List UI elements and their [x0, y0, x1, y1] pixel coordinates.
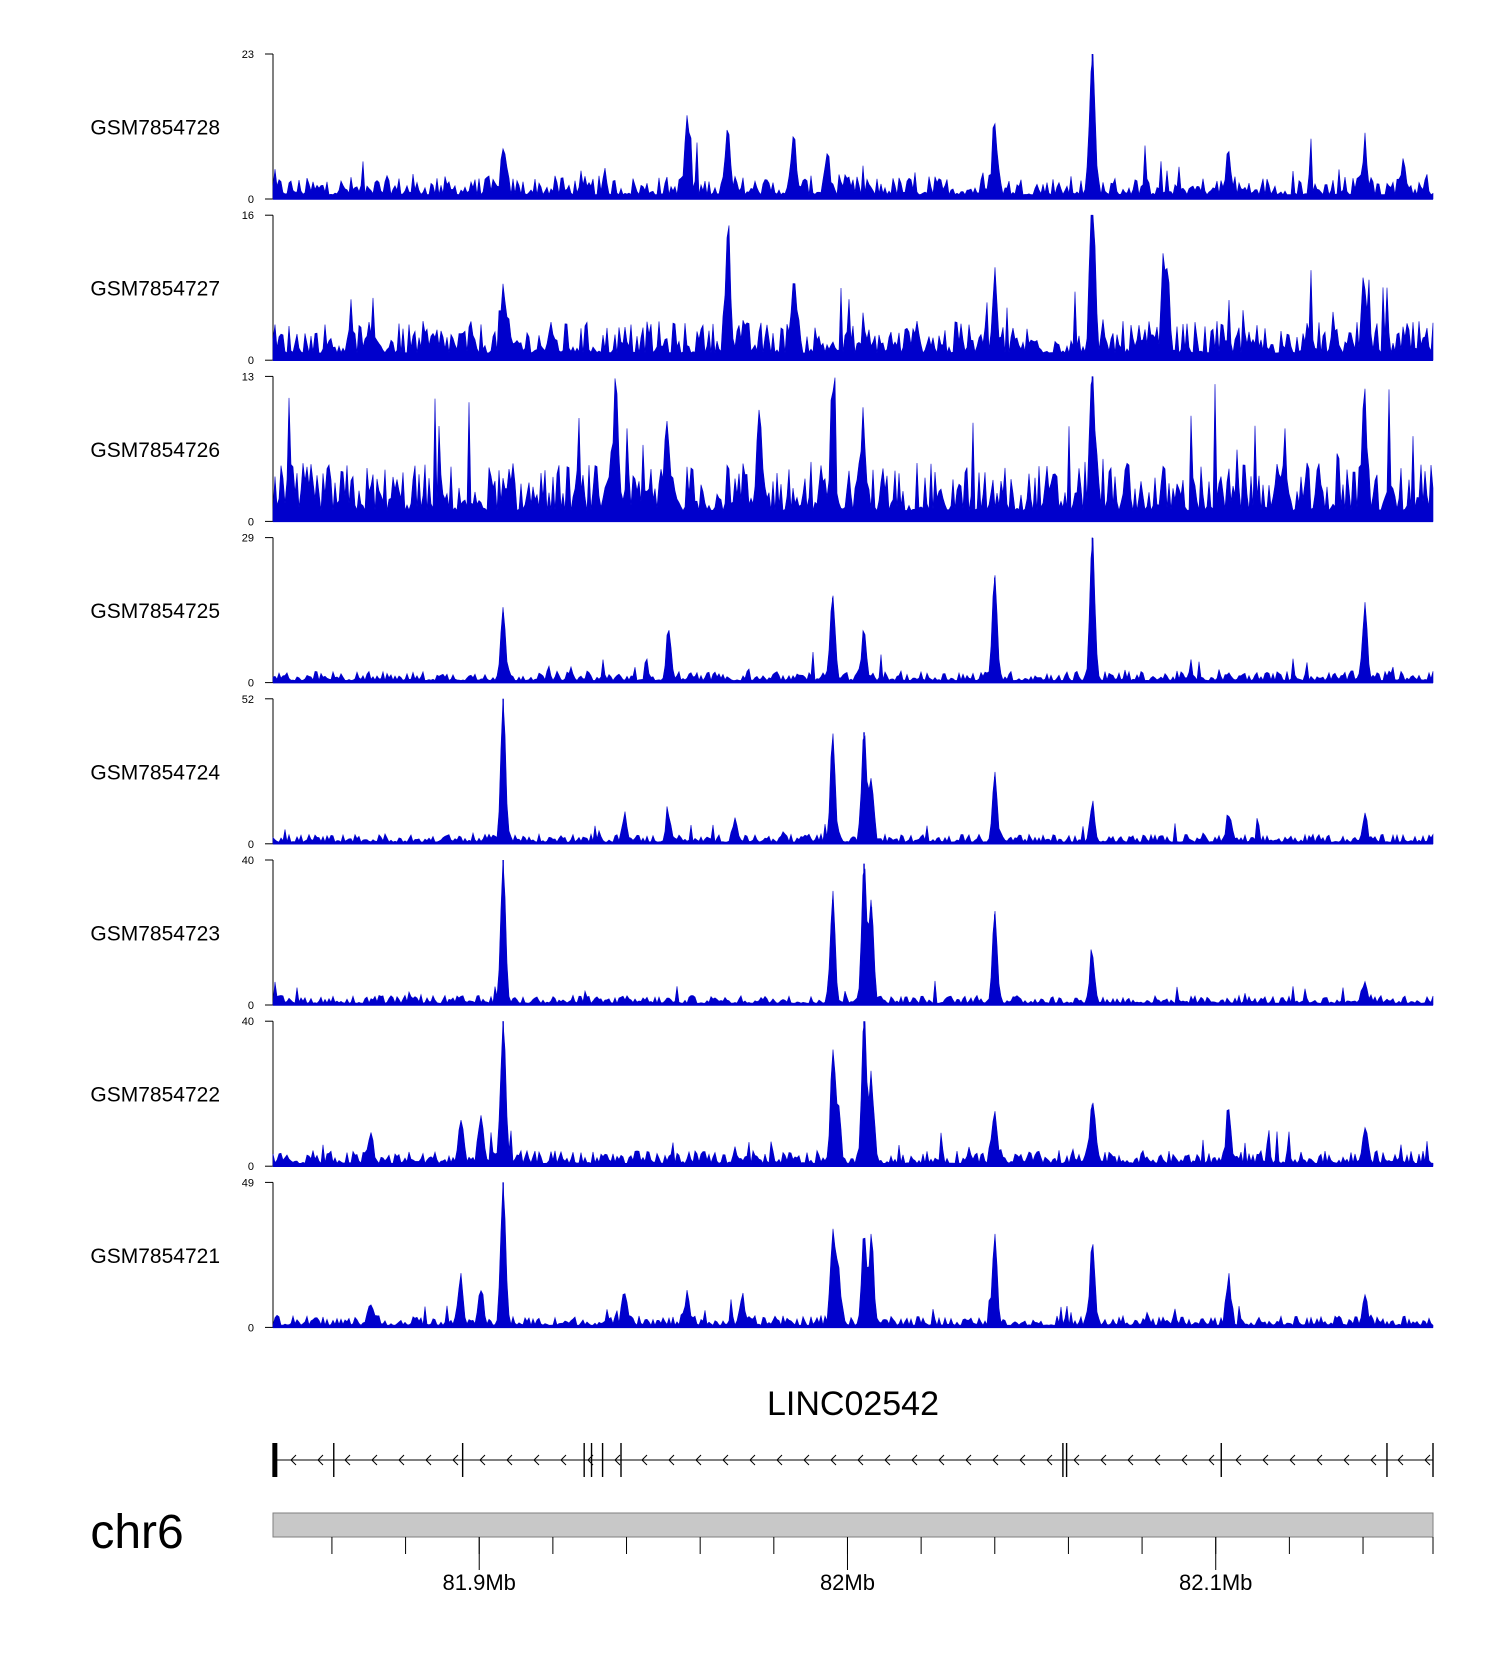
strand-arrow	[614, 1454, 621, 1466]
track-GSM7854725: GSM7854725 29 0	[90, 533, 1434, 690]
strand-arrow	[1073, 1454, 1080, 1466]
y-tick-label-min: 0	[248, 194, 254, 206]
y-tick-label-max: 16	[242, 210, 254, 222]
track-GSM7854728: GSM7854728 23 0	[90, 49, 1434, 206]
track-label: GSM7854726	[90, 439, 220, 462]
x-tick-label: 82Mb	[820, 1570, 875, 1595]
strand-arrow	[1181, 1454, 1188, 1466]
strand-arrow	[1235, 1454, 1242, 1466]
strand-arrow	[371, 1454, 378, 1466]
y-tick-label-max: 13	[242, 371, 254, 383]
strand-arrow	[803, 1454, 810, 1466]
y-tick-label-min: 0	[248, 1000, 254, 1012]
strand-arrow	[695, 1454, 702, 1466]
strand-arrow	[911, 1454, 918, 1466]
coverage-area	[272, 698, 1434, 845]
strand-arrow	[641, 1454, 648, 1466]
y-tick-label-max: 23	[242, 49, 254, 61]
track-GSM7854721: GSM7854721 49 0	[90, 1177, 1434, 1334]
track-label: GSM7854722	[90, 1084, 220, 1107]
strand-arrow	[1019, 1454, 1026, 1466]
strand-arrow	[1424, 1454, 1431, 1466]
strand-arrow	[1127, 1454, 1134, 1466]
track-GSM7854724: GSM7854724 52 0	[90, 694, 1434, 851]
strand-arrow	[290, 1454, 297, 1466]
track-GSM7854723: GSM7854723 40 0	[90, 855, 1434, 1012]
strand-arrow	[668, 1454, 675, 1466]
strand-arrow	[1343, 1454, 1350, 1466]
y-tick-label-max: 40	[242, 855, 254, 867]
strand-arrow	[776, 1454, 783, 1466]
x-tick-label: 81.9Mb	[443, 1570, 516, 1595]
strand-arrow	[398, 1454, 405, 1466]
track-GSM7854726: GSM7854726 13 0	[90, 371, 1434, 528]
y-tick-label-max: 40	[242, 1016, 254, 1028]
strand-arrow	[830, 1454, 837, 1466]
y-tick-label-min: 0	[248, 516, 254, 528]
strand-arrow	[992, 1454, 999, 1466]
y-tick-label-min: 0	[248, 355, 254, 367]
coverage-area	[272, 1182, 1434, 1328]
track-label: GSM7854725	[90, 600, 220, 623]
strand-arrow	[587, 1454, 594, 1466]
strand-arrow	[344, 1454, 351, 1466]
strand-arrow	[1289, 1454, 1296, 1466]
track-label: GSM7854727	[90, 278, 220, 301]
gene-name: LINC02542	[767, 1385, 939, 1423]
y-tick-label-min: 0	[248, 1322, 254, 1334]
coverage-area	[272, 53, 1434, 200]
strand-arrow	[533, 1454, 540, 1466]
strand-arrow	[1046, 1454, 1053, 1466]
strand-arrow	[1316, 1454, 1323, 1466]
track-label: GSM7854724	[90, 761, 220, 784]
strand-arrow	[1100, 1454, 1107, 1466]
strand-arrow	[722, 1454, 729, 1466]
gene-track: LINC02542	[272, 1385, 1434, 1477]
coverage-area	[272, 214, 1434, 361]
coverage-area	[272, 859, 1434, 1006]
strand-arrow	[452, 1454, 459, 1466]
y-tick-label-min: 0	[248, 678, 254, 690]
x-tick-label: 82.1Mb	[1179, 1570, 1252, 1595]
strand-arrow	[1262, 1454, 1269, 1466]
track-label: GSM7854723	[90, 923, 220, 946]
track-GSM7854727: GSM7854727 16 0	[90, 210, 1434, 367]
chromosome-label: chr6	[90, 1506, 183, 1559]
strand-arrow	[884, 1454, 891, 1466]
strand-arrow	[317, 1454, 324, 1466]
y-tick-label-min: 0	[248, 1161, 254, 1173]
strand-arrow	[1208, 1454, 1215, 1466]
strand-arrow	[1154, 1454, 1161, 1466]
strand-arrow	[749, 1454, 756, 1466]
strand-arrow	[857, 1454, 864, 1466]
strand-arrow	[938, 1454, 945, 1466]
coverage-area	[272, 376, 1434, 522]
track-label: GSM7854721	[90, 1245, 220, 1268]
strand-arrow	[1370, 1454, 1377, 1466]
coverage-area	[272, 1021, 1434, 1167]
y-tick-label-max: 49	[242, 1177, 254, 1189]
strand-arrow	[1397, 1454, 1404, 1466]
chromosome-axis: chr6 81.9Mb 82Mb 82.1Mb	[90, 1506, 1434, 1595]
strand-arrow	[506, 1454, 513, 1466]
y-tick-label-max: 52	[242, 694, 254, 706]
y-tick-label-min: 0	[248, 839, 254, 851]
strand-arrow	[965, 1454, 972, 1466]
track-GSM7854722: GSM7854722 40 0	[90, 1016, 1434, 1173]
strand-arrow	[479, 1454, 486, 1466]
coverage-area	[272, 537, 1434, 683]
coverage-tracks: GSM7854728230GSM7854727160GSM7854726130G…	[90, 49, 1434, 1334]
strand-arrow	[560, 1454, 567, 1466]
chromosome-band	[272, 1512, 1434, 1538]
track-label: GSM7854728	[90, 117, 220, 140]
strand-arrow	[425, 1454, 432, 1466]
y-tick-label-max: 29	[242, 533, 254, 545]
